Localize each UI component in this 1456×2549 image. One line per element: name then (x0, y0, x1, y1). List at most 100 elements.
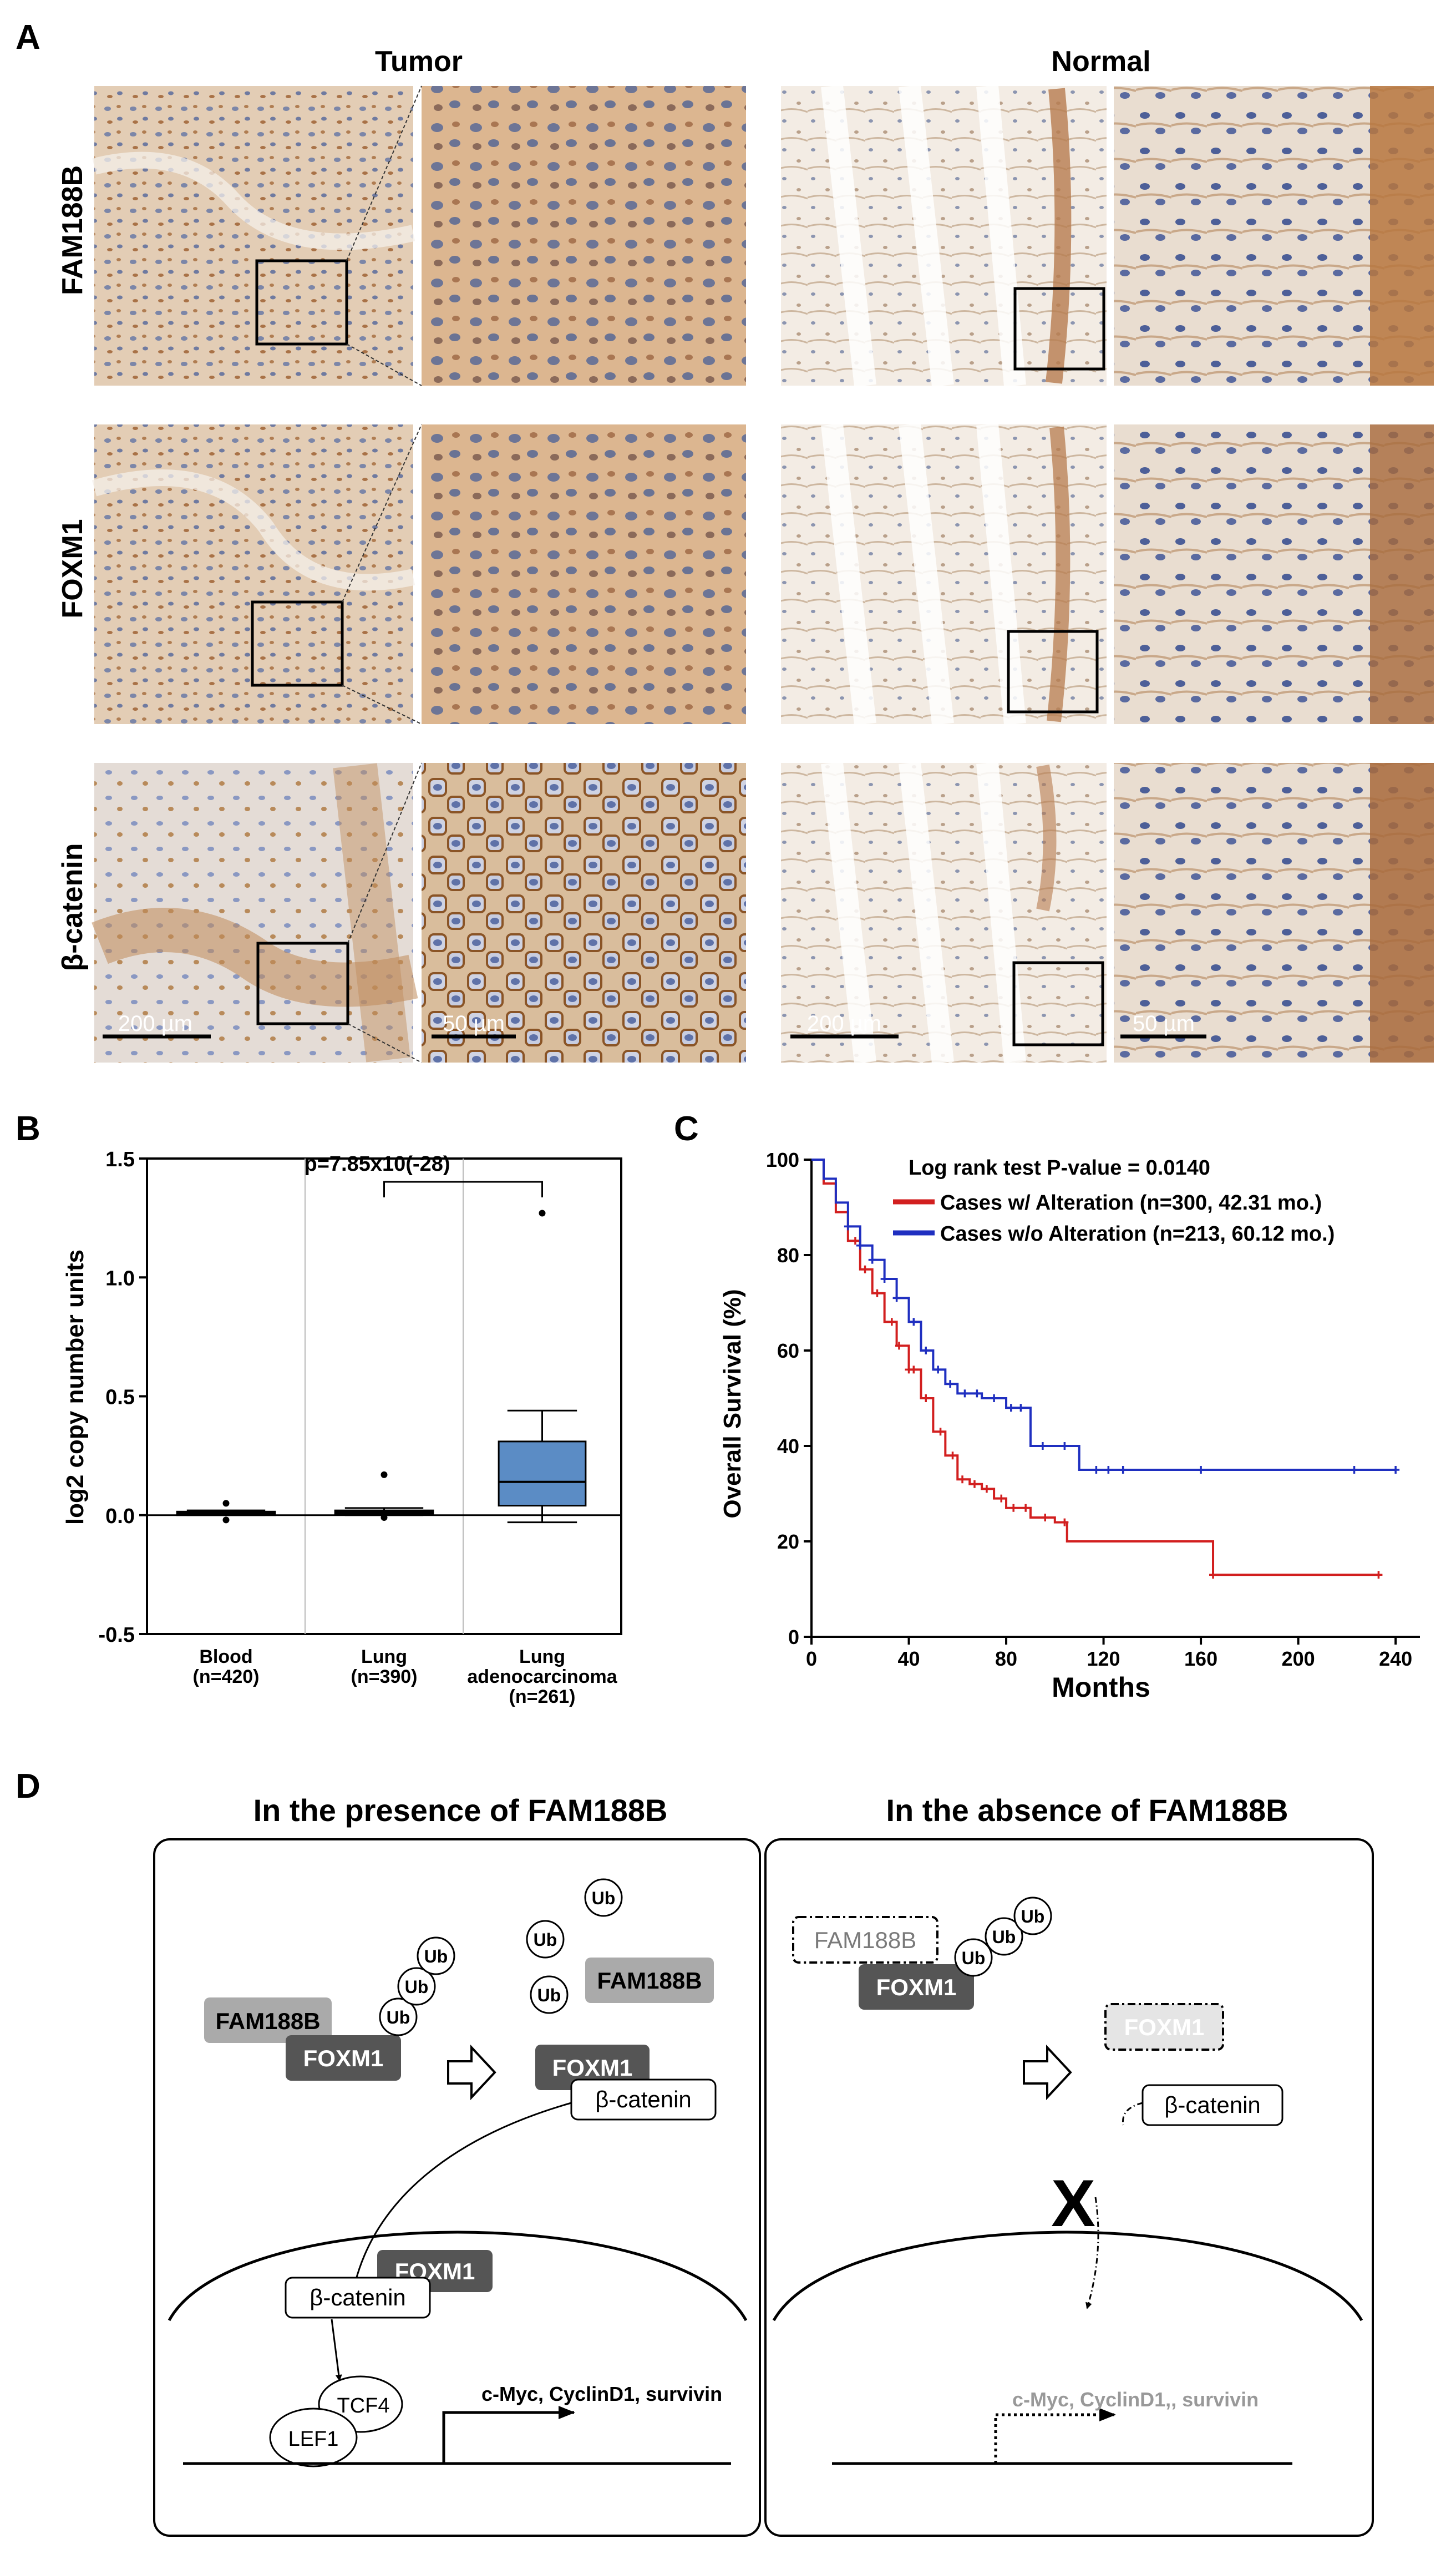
protein-foxm1 (286, 2035, 401, 2081)
abs-ubiquitin-1-label: Ub (962, 1948, 986, 1968)
abs-protein-bcatenin-label: β-catenin (1164, 2092, 1261, 2118)
block-mark: X (1051, 2166, 1095, 2241)
km-censor-mark (910, 1365, 918, 1374)
km-x-tick-label: 120 (1087, 1647, 1120, 1670)
transition-arrow-presence (447, 2044, 496, 2101)
km-censor-mark (1007, 1404, 1015, 1412)
abs-protein-fam188b-label: FAM188B (814, 1927, 916, 1953)
panel-b: B log2 copy number units -0.5 0.0 0.5 1.0 1.… (16, 1110, 622, 1707)
translocation-arrow (353, 2102, 572, 2284)
pathway-title-presence: In the presence of FAM188B (253, 1793, 668, 1828)
km-censor-mark (844, 1222, 852, 1231)
km-censor-mark (873, 1289, 881, 1297)
km-censor-mark (856, 1241, 864, 1250)
km-legend-red-label: Cases w/ Alteration (n=300, 42.31 mo.) (940, 1191, 1322, 1215)
protein-foxm1-label: FOXM1 (303, 2045, 384, 2071)
cyto-protein-foxm1-label: FOXM1 (552, 2055, 633, 2081)
box-outlier (539, 1210, 546, 1217)
nucleus-membrane-presence (168, 2231, 748, 2322)
free-ubiquitin-2 (526, 1920, 565, 1959)
blocked-translocation-arrow (1085, 2197, 1099, 2309)
nucleus-membrane-absence (772, 2231, 1363, 2322)
box-category-label: (n=261) (509, 1686, 576, 1707)
km-y-tick-label: 0 (788, 1626, 799, 1648)
box-iqr (498, 1440, 587, 1507)
box-outlier (222, 1516, 230, 1524)
free-ubiquitin-3 (530, 1975, 569, 2014)
km-x-tick-label: 0 (806, 1647, 817, 1670)
km-censor-mark (1374, 1571, 1383, 1579)
pathway-frame-absence (764, 1838, 1374, 2537)
box-pvalue-label: p=7.85x10(-28) (305, 1152, 450, 1176)
zoom-box-fam188b-tumor (255, 259, 348, 346)
ubiquitin-1 (379, 1997, 418, 2036)
ubiquitin-3-label: Ub (424, 1946, 448, 1966)
km-censor-mark (1061, 1442, 1069, 1450)
activation-arrow (331, 2319, 342, 2381)
panel-d: D In the presence of FAM188B In the abse… (16, 1767, 1374, 2537)
transcription-arrow-absence (994, 2408, 1116, 2464)
km-censor-mark (958, 1475, 967, 1484)
km-plot: 0 20 40 60 80 100 0 40 80 120 160 200 240 (766, 1149, 1420, 1670)
box-y-tick-label: 0.5 (105, 1386, 135, 1409)
col-label-tumor: Tumor (375, 45, 463, 78)
col-label-normal: Normal (1051, 45, 1150, 78)
panel-d-letter: D (16, 1767, 40, 1805)
km-censor-mark (1009, 1504, 1018, 1512)
km-censor-mark (997, 1494, 1006, 1503)
km-censor-mark (1022, 1504, 1030, 1512)
box-category-label: adenocarcinoma (467, 1666, 617, 1687)
km-censor-mark (922, 1394, 930, 1402)
box-category-label: Lung (519, 1646, 565, 1667)
km-censor-mark (1038, 1442, 1047, 1450)
km-censor-mark (1104, 1466, 1113, 1474)
box-category-label: Blood (199, 1646, 252, 1667)
km-censor-mark (990, 1394, 998, 1402)
protein-fam188b (204, 1997, 332, 2043)
abs-ubiquitin-2 (985, 1917, 1023, 1956)
free-protein-fam188b-label: FAM188B (597, 1968, 702, 1994)
ubiquitin-2-label: Ub (405, 1977, 429, 1997)
km-y-tick-label: 20 (777, 1530, 799, 1553)
free-ubiquitin-1-label: Ub (592, 1888, 616, 1908)
transition-arrow-absence (1023, 2044, 1072, 2101)
km-censor-mark (946, 1380, 955, 1388)
ubiquitin-3 (417, 1936, 455, 1975)
box-y-tick-label: -0.5 (99, 1624, 135, 1647)
box-y-tick-label: 1.0 (105, 1267, 135, 1290)
free-ubiquitin-2-label: Ub (534, 1930, 557, 1950)
micrograph-fam188b-tumor-high (422, 86, 746, 386)
km-censor-mark (971, 1480, 978, 1488)
km-y-tick-label: 60 (777, 1339, 799, 1362)
km-censor-mark (1392, 1466, 1400, 1474)
km-y-tick-label: 80 (777, 1244, 799, 1267)
box-y-axis-label: log2 copy number units (62, 1250, 89, 1525)
ubiquitin-2 (397, 1967, 436, 2006)
scale-label-50um-normal: 50 µm (1133, 1011, 1195, 1036)
pathway-frame-presence (153, 1838, 761, 2537)
km-legend-blue-label: Cases w/o Alteration (n=213, 60.12 mo.) (940, 1222, 1335, 1246)
km-censor-mark (948, 1451, 957, 1460)
cyto-protein-bcatenin (570, 2078, 717, 2121)
nuclear-protein-bcatenin (285, 2277, 431, 2319)
ubiquitin-1-label: Ub (387, 2007, 410, 2027)
target-genes-presence: c-Myc, CyclinD1, survivin (481, 2383, 722, 2405)
abs-protein-foxm1 (859, 1964, 974, 2010)
tf-tcf4-label: TCF4 (337, 2394, 390, 2417)
km-x-tick-label: 240 (1379, 1647, 1412, 1670)
row-label-foxm1: FOXM1 (57, 519, 89, 618)
km-censor-mark (1197, 1466, 1205, 1474)
box-y-tick-label: 1.5 (105, 1148, 135, 1171)
panel-b-letter: B (16, 1110, 40, 1148)
km-y-tick-label: 100 (766, 1149, 799, 1171)
micrograph-bcatenin-tumor-high (422, 763, 746, 1063)
km-x-axis-label: Months (1052, 1672, 1150, 1703)
free-protein-fam188b (585, 1958, 714, 2003)
km-censor-mark (887, 1318, 896, 1326)
box-significance-bracket (383, 1181, 543, 1197)
box-category-label: Lung (361, 1646, 407, 1667)
km-censor-mark (910, 1318, 918, 1326)
box-outlier (222, 1500, 230, 1507)
tf-lef1-label: LEF1 (288, 2427, 339, 2451)
km-censor-mark (880, 1275, 889, 1283)
